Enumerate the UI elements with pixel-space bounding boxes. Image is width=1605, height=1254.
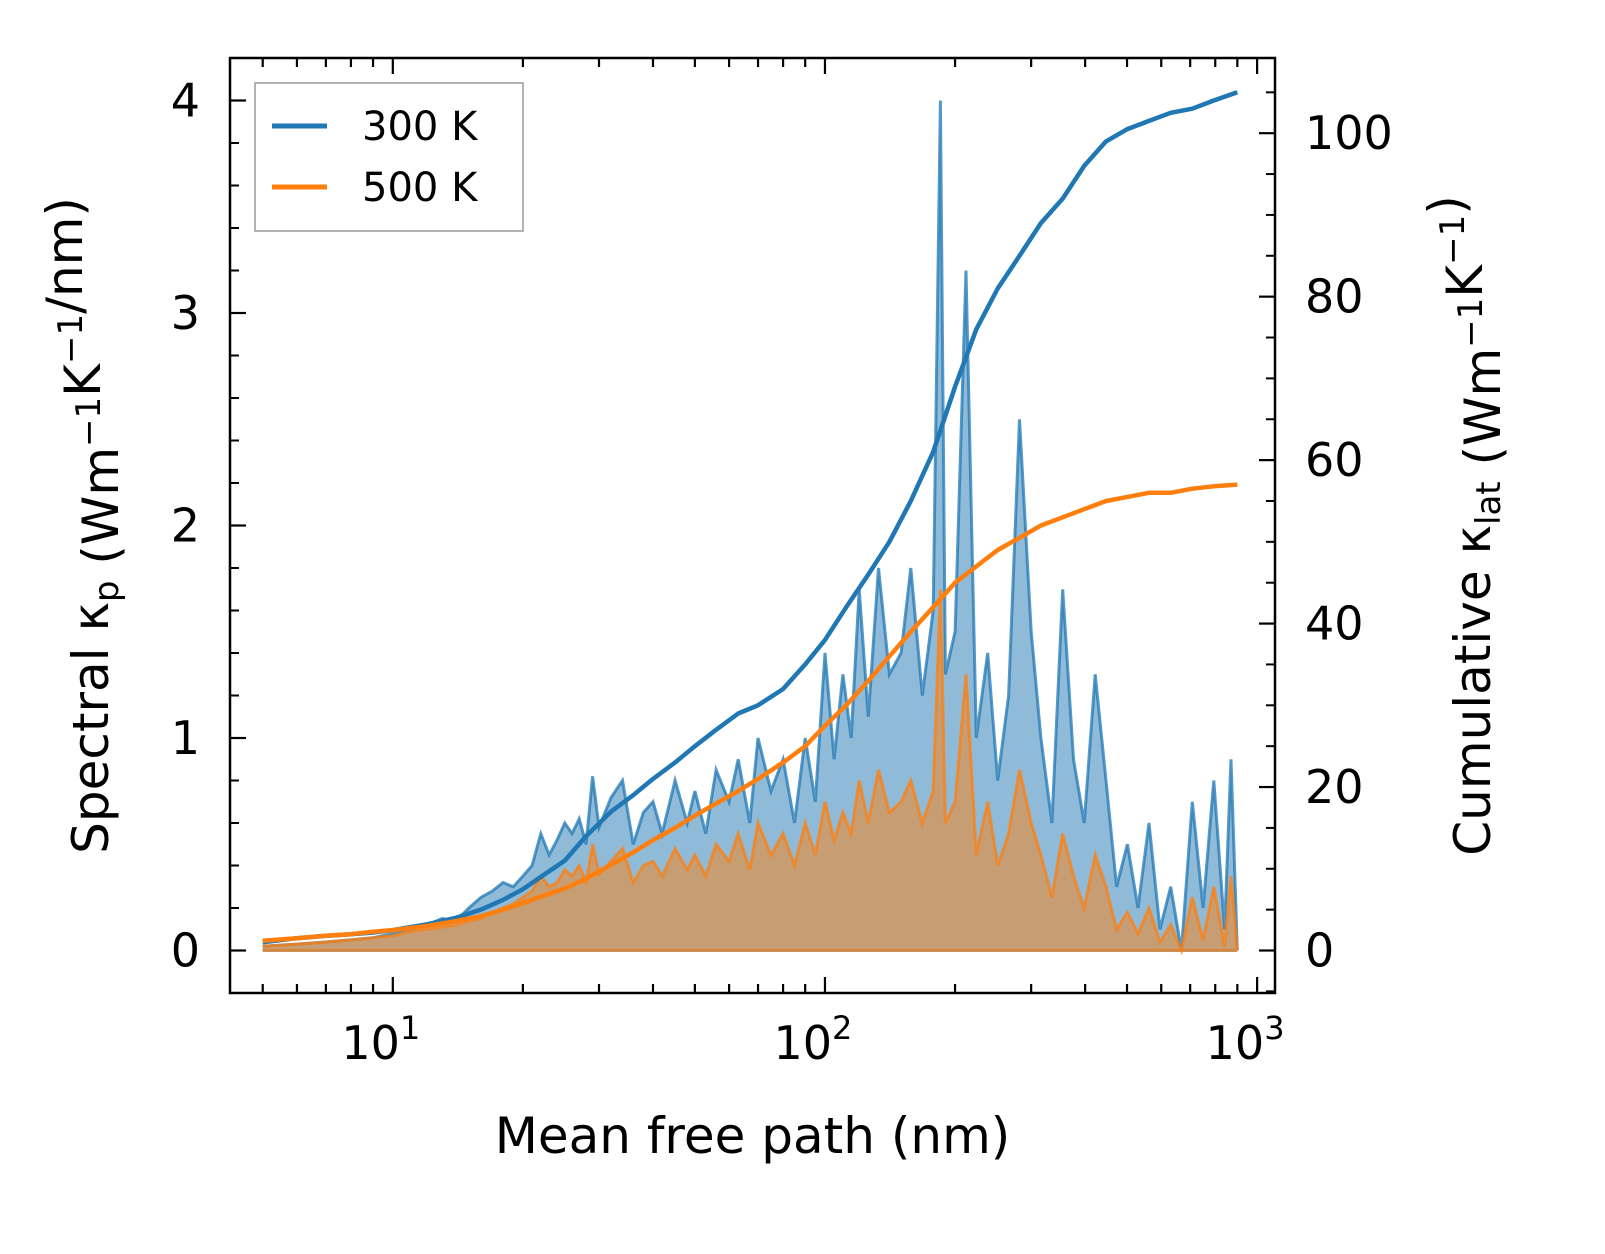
y-right-tick-label: 0 [1305, 924, 1334, 978]
y-axis-left-label: Spectral κp (Wm−1K−1/nm) [36, 197, 130, 854]
x-tick-label: 101 [341, 1009, 420, 1070]
legend-label-500k: 500 K [362, 165, 479, 211]
x-axis-label: Mean free path (nm) [495, 1107, 1011, 1165]
cumulative-line-300k [262, 90, 1239, 945]
y-left-tick-label: 4 [171, 74, 200, 128]
y-axis-right-ticks: 0 20 40 60 80 100 [1259, 91, 1393, 993]
y-right-tick-label: 20 [1305, 760, 1364, 814]
legend-label-300k: 300 K [362, 104, 479, 150]
spectral-line-300k [262, 100, 1239, 951]
cumulative-line-500k [262, 482, 1238, 943]
x-tick-label: 103 [1206, 1009, 1285, 1070]
legend: 300 K 500 K [254, 82, 524, 232]
y-right-tick-label: 60 [1305, 433, 1364, 487]
x-tick-label: 102 [774, 1009, 853, 1070]
y-left-tick-label: 2 [171, 499, 200, 553]
y-axis-left-ticks: 0 1 2 3 4 [171, 57, 246, 994]
series-lines [262, 90, 1239, 945]
y-right-tick-label: 40 [1305, 597, 1364, 651]
y-left-tick-label: 1 [171, 711, 200, 765]
y-left-tick-label: 3 [171, 286, 200, 340]
y-left-tick-label: 0 [171, 924, 200, 978]
spectral-fill-500k [262, 589, 1238, 951]
spectral-line-500k [262, 589, 1239, 956]
spectral-fills [262, 100, 1239, 956]
y-right-tick-label: 80 [1305, 270, 1364, 324]
y-axis-right-label: Cumulative κlat (Wm−1K−1) [1418, 195, 1512, 855]
y-right-tick-label: 100 [1305, 106, 1393, 160]
legend-box [254, 82, 524, 232]
x-axis-ticks: 101 102 103 [261, 58, 1285, 1070]
